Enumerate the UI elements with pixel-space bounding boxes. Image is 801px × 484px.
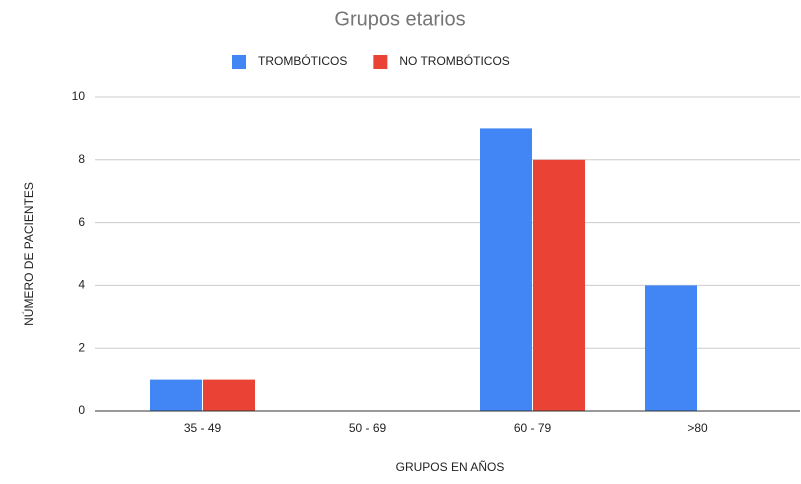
legend-label: TROMBÓTICOS [258, 53, 347, 68]
x-tick-label: 60 - 79 [514, 421, 552, 435]
y-tick-label: 6 [78, 215, 85, 229]
y-tick-label: 0 [78, 403, 85, 417]
x-axis-label: GRUPOS EN AÑOS [396, 460, 505, 474]
x-tick-label: 50 - 69 [349, 421, 387, 435]
legend-label: NO TROMBÓTICOS [399, 53, 509, 68]
y-tick-label: 8 [78, 152, 85, 166]
x-tick-label: 35 - 49 [184, 421, 222, 435]
bar [533, 159, 585, 411]
bar [480, 128, 532, 411]
chart-title: Grupos etarios [334, 8, 465, 30]
bar [645, 285, 697, 411]
y-tick-label: 10 [72, 89, 86, 103]
y-tick-label: 4 [78, 278, 85, 292]
y-tick-label: 2 [78, 340, 85, 354]
bar [150, 379, 202, 411]
bar [203, 379, 255, 411]
legend-swatch [232, 55, 246, 69]
x-tick-label: >80 [687, 421, 708, 435]
y-axis-label: NÚMERO DE PACIENTES [21, 182, 36, 326]
legend-swatch [373, 55, 388, 69]
